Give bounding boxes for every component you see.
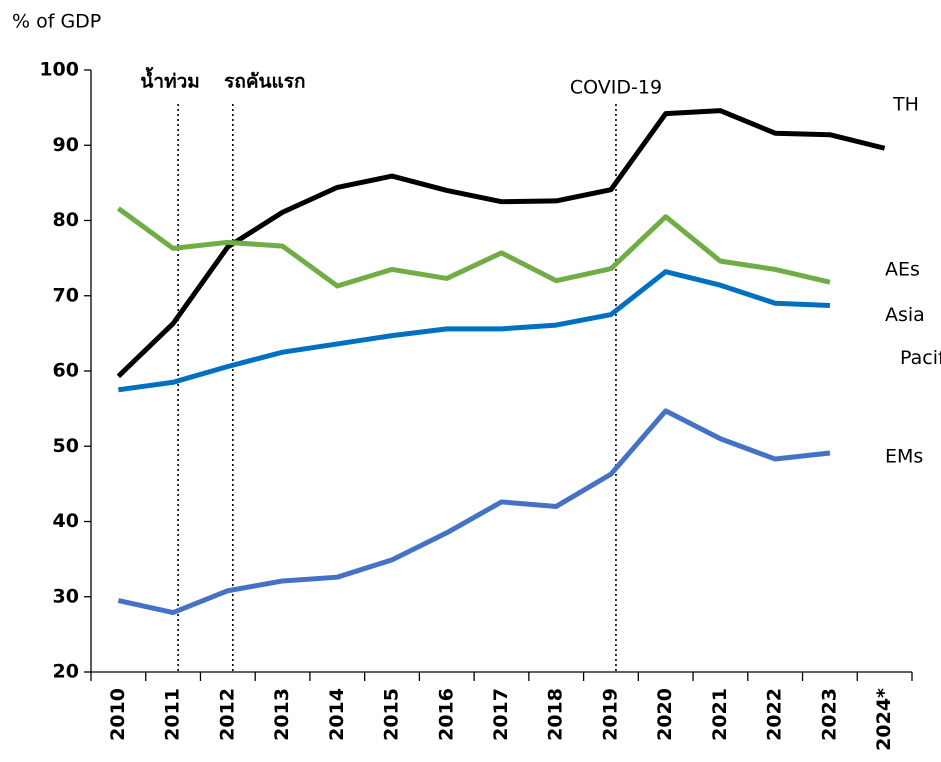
x-tick-label: 2024* <box>873 688 895 751</box>
x-tick-label: 2015 <box>381 688 403 741</box>
x-tick-label: 2016 <box>435 688 457 741</box>
y-tick-label: 80 <box>53 209 79 231</box>
y-axis-label: % of GDP <box>12 11 101 33</box>
x-tick-label: 2023 <box>818 688 840 741</box>
x-tick-label: 2020 <box>654 688 676 741</box>
y-tick-label: 90 <box>53 134 79 156</box>
y-tick-label: 50 <box>53 435 79 457</box>
event-label: น้ำท่วม <box>140 67 199 93</box>
x-tick-label: 2022 <box>764 688 786 741</box>
y-tick-label: 100 <box>39 59 79 81</box>
y-tick-label: 30 <box>53 585 79 607</box>
series-line <box>118 269 831 393</box>
event-label: COVID-19 <box>570 77 662 99</box>
y-tick-label: 20 <box>53 661 79 683</box>
y-tick-label: 40 <box>53 510 79 532</box>
x-tick-label: 2010 <box>107 688 129 741</box>
x-tick-label: 2017 <box>490 688 512 741</box>
series-label: EMs <box>885 446 923 468</box>
series-label: AEs <box>885 259 920 281</box>
x-tick-label: 2011 <box>162 688 184 741</box>
x-tick-label: 2019 <box>599 688 621 741</box>
event-label: รถคันแรก <box>224 71 305 93</box>
series-line <box>116 206 831 289</box>
series-label: TH <box>892 94 919 116</box>
x-tick-label: 2012 <box>216 688 238 741</box>
series-label: AsiaPacific <box>885 304 941 369</box>
series-line <box>116 108 886 379</box>
x-tick-label: 2013 <box>271 688 293 741</box>
series-line <box>117 408 831 616</box>
y-tick-label: 70 <box>53 284 79 306</box>
y-tick-label: 60 <box>53 360 79 382</box>
x-tick-label: 2014 <box>326 688 348 741</box>
x-tick-label: 2021 <box>709 688 731 741</box>
x-tick-label: 2018 <box>545 688 567 741</box>
